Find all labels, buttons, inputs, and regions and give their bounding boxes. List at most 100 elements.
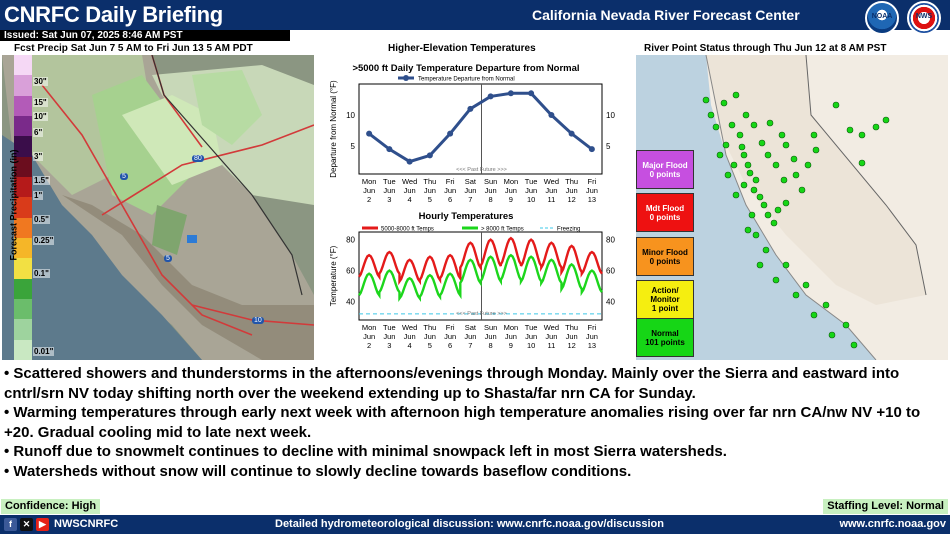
precip-forecast-map[interactable]: 80 5 5 10 — [2, 55, 314, 360]
river-point-normal[interactable] — [780, 176, 788, 184]
legend-swatch — [14, 319, 32, 340]
river-point-normal[interactable] — [782, 141, 790, 149]
river-point-normal[interactable] — [750, 186, 758, 194]
river-point-normal[interactable] — [732, 91, 740, 99]
river-point-normal[interactable] — [798, 186, 806, 194]
river-point-normal[interactable] — [742, 111, 750, 119]
river-point-normal[interactable] — [810, 311, 818, 319]
river-point-normal[interactable] — [792, 291, 800, 299]
confidence-badge: Confidence: High — [1, 499, 101, 514]
river-point-normal[interactable] — [872, 123, 880, 131]
river-point-normal[interactable] — [764, 151, 772, 159]
river-point-normal[interactable] — [744, 161, 752, 169]
river-point-normal[interactable] — [782, 199, 790, 207]
river-point-normal[interactable] — [804, 161, 812, 169]
x-tick-label-date: 5 — [428, 195, 432, 204]
discussion-link[interactable]: Detailed hydrometeorological discussion:… — [275, 518, 664, 530]
river-point-normal[interactable] — [748, 211, 756, 219]
legend-swatch — [14, 156, 32, 177]
departure-legend-marker — [403, 75, 409, 81]
legend-swatch — [14, 278, 32, 299]
river-point-normal[interactable] — [846, 126, 854, 134]
status-label: Major Flood — [642, 160, 688, 170]
river-point-normal[interactable] — [760, 201, 768, 209]
river-point-normal[interactable] — [762, 246, 770, 254]
river-point-normal[interactable] — [702, 96, 710, 104]
river-point-normal[interactable] — [782, 261, 790, 269]
x-icon[interactable]: ✕ — [20, 518, 33, 531]
river-point-normal[interactable] — [770, 219, 778, 227]
highway-label-10: 10 — [252, 317, 264, 324]
river-point-normal[interactable] — [728, 121, 736, 129]
river-point-normal[interactable] — [730, 161, 738, 169]
river-point-normal[interactable] — [802, 281, 810, 289]
river-point-normal[interactable] — [752, 231, 760, 239]
river-point-normal[interactable] — [752, 176, 760, 184]
river-point-normal[interactable] — [858, 131, 866, 139]
river-point-normal[interactable] — [707, 111, 715, 119]
river-point-normal[interactable] — [772, 161, 780, 169]
river-point-normal[interactable] — [850, 341, 858, 349]
departure-chart-title: >5000 ft Daily Temperature Departure fro… — [352, 63, 579, 74]
river-point-normal[interactable] — [758, 139, 766, 147]
noaa-logo[interactable]: NOAA — [865, 1, 899, 35]
facebook-icon[interactable]: f — [4, 518, 17, 531]
legend-label-freezing: Freezing — [557, 227, 580, 233]
river-point-normal[interactable] — [732, 191, 740, 199]
river-point-normal[interactable] — [858, 159, 866, 167]
river-point-normal[interactable] — [724, 171, 732, 179]
x-tick-label-month: Jun — [383, 332, 395, 341]
river-point-normal[interactable] — [774, 206, 782, 214]
river-point-normal[interactable] — [756, 193, 764, 201]
river-point-normal[interactable] — [778, 131, 786, 139]
river-point-normal[interactable] — [766, 119, 774, 127]
river-point-normal[interactable] — [842, 321, 850, 329]
river-point-normal[interactable] — [722, 141, 730, 149]
x-tick-label-date: 9 — [509, 341, 513, 350]
river-point-normal[interactable] — [792, 171, 800, 179]
youtube-icon[interactable]: ▶ — [36, 518, 49, 531]
status-box-major-flood[interactable]: Major Flood 0 points — [636, 150, 694, 189]
x-tick-label-month: Jun — [545, 332, 557, 341]
river-point-normal[interactable] — [740, 151, 748, 159]
river-point-normal[interactable] — [746, 169, 754, 177]
x-tick-label-date: 7 — [468, 341, 472, 350]
precip-map-graphic — [2, 55, 314, 360]
river-point-normal[interactable] — [882, 116, 890, 124]
river-point-normal[interactable] — [736, 131, 744, 139]
river-point-normal[interactable] — [764, 211, 772, 219]
departure-line — [368, 91, 593, 164]
status-count: 0 points — [649, 169, 681, 179]
river-point-normal[interactable] — [790, 155, 798, 163]
precip-title: Fcst Precip Sat Jun 7 5 AM to Fri Jun 13… — [14, 43, 253, 54]
past-future-label: <<< Past Future >>> — [456, 311, 507, 317]
river-point-normal[interactable] — [738, 143, 746, 151]
river-point-normal[interactable] — [744, 226, 752, 234]
nws-logo[interactable]: NWS — [907, 1, 941, 35]
river-point-normal[interactable] — [716, 151, 724, 159]
status-box-action-monitor[interactable]: Action/ Monitor 1 point — [636, 280, 694, 319]
status-box-minor-flood[interactable]: Minor Flood 0 points — [636, 237, 694, 276]
river-point-normal[interactable] — [812, 146, 820, 154]
river-point-normal[interactable] — [740, 181, 748, 189]
status-count: 0 points — [649, 212, 681, 222]
river-point-normal[interactable] — [750, 121, 758, 129]
river-point-normal[interactable] — [822, 301, 830, 309]
status-box-mdt-flood[interactable]: Mdt Flood 0 points — [636, 193, 694, 232]
river-point-normal[interactable] — [720, 99, 728, 107]
x-tick-label-month: Jun — [586, 332, 598, 341]
river-point-normal[interactable] — [810, 131, 818, 139]
river-point-normal[interactable] — [832, 101, 840, 109]
river-point-normal[interactable] — [772, 276, 780, 284]
status-box-normal[interactable]: Normal 101 points — [636, 318, 694, 357]
legend-tick-label: 6" — [33, 128, 44, 137]
legend-swatch — [14, 197, 32, 218]
website-link[interactable]: www.cnrfc.noaa.gov — [839, 518, 946, 530]
river-point-normal[interactable] — [828, 331, 836, 339]
x-tick-label-date: 4 — [408, 341, 412, 350]
river-point-normal[interactable] — [756, 261, 764, 269]
y-tick-label: 5 — [351, 142, 356, 151]
river-point-normal[interactable] — [712, 123, 720, 131]
x-tick-label-day: Fri — [446, 177, 455, 186]
social-handle[interactable]: NWSCNRFC — [54, 518, 119, 530]
